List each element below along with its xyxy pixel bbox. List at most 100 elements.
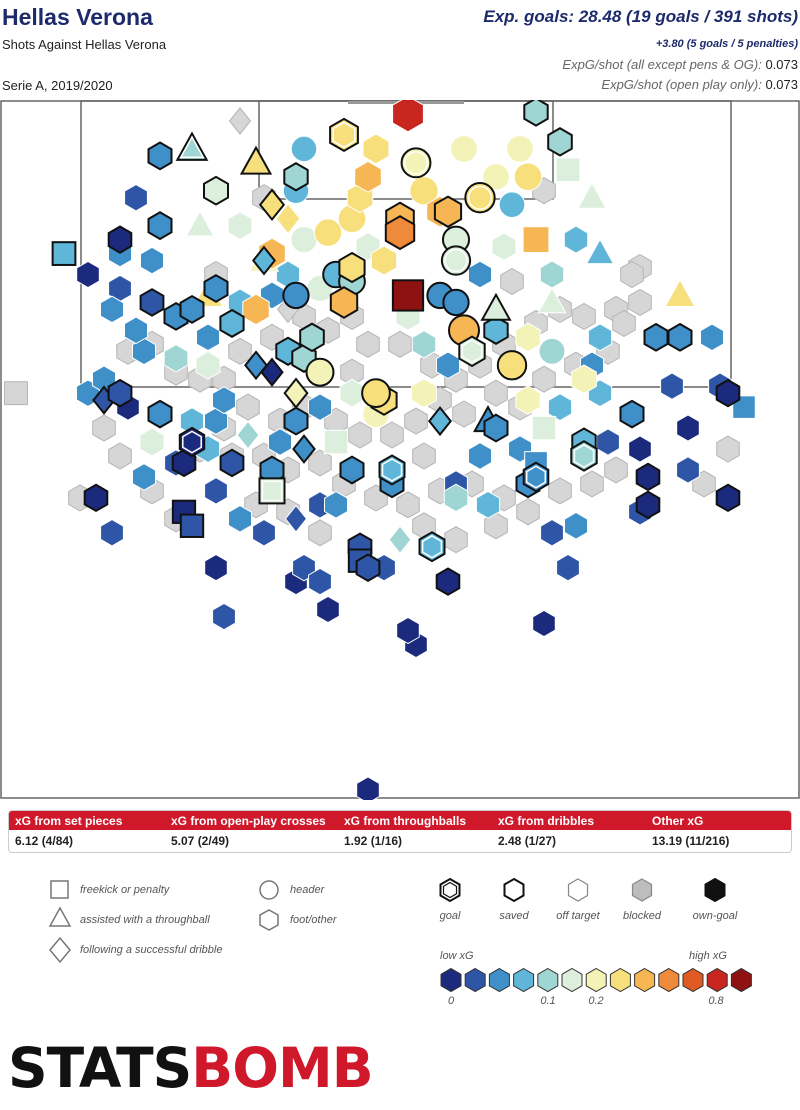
shot-marker (443, 483, 469, 513)
shot-off-throughball (585, 238, 615, 265)
shot-marker (124, 184, 148, 212)
shot-saved-freekick (179, 513, 205, 538)
shot-marker (531, 415, 557, 441)
legend-outcome-goal: goal (439, 877, 461, 922)
shot-marker (329, 286, 359, 319)
scale-tick-0-1: 0.1 (540, 995, 555, 1007)
shot-marker (283, 406, 309, 436)
shot-saved-foot (483, 315, 509, 345)
shot-saved-foot (107, 378, 133, 408)
shot-goal-inner (261, 480, 283, 502)
shot-goal-inner (525, 465, 547, 489)
shot-marker (83, 483, 109, 513)
shot-off-header (313, 218, 343, 247)
shot-off-foot (556, 553, 580, 582)
shot-saved-foot (667, 322, 693, 352)
shot-marker (628, 435, 652, 463)
shot-saved-dribble (292, 434, 316, 464)
shot-goal-inner (179, 135, 205, 158)
shot-marker (147, 141, 173, 171)
shot-saved-foot (483, 413, 509, 443)
shot-marker (500, 267, 524, 296)
shot-off-foot (443, 483, 469, 513)
shot-off-header (450, 134, 478, 163)
shot-marker (643, 322, 669, 352)
shot-marker (482, 162, 510, 191)
shot-off-foot (515, 385, 541, 415)
shot-off-throughball (664, 278, 696, 308)
shot-off-foot (140, 246, 164, 275)
shot-marker (228, 107, 252, 135)
shot-marker (354, 160, 382, 193)
shot-marker (620, 260, 644, 289)
shot-marker (664, 278, 696, 308)
shot-blocked-foot (404, 407, 428, 435)
scale-swatch-hexagon-icon (658, 967, 680, 993)
shot-blocked-foot (228, 337, 252, 365)
shot-marker (107, 225, 133, 254)
shot-off-foot (563, 225, 589, 254)
shot-marker (244, 350, 268, 381)
shot-marker (660, 372, 684, 400)
square-icon (50, 880, 69, 899)
legend-outcome-label: off target (556, 910, 600, 922)
shot-blocked-foot (612, 309, 636, 337)
shot-blocked-foot (348, 421, 372, 449)
shot-marker (292, 434, 316, 464)
shot-saved-foot (635, 462, 661, 492)
shot-marker (555, 157, 581, 183)
shot-saved-foot (107, 225, 133, 254)
shot-marker (484, 379, 508, 407)
shot-off-dribble (388, 525, 412, 555)
shot-marker (323, 429, 349, 455)
shot-blocked-foot (444, 526, 468, 554)
shot-blocked-freekick (4, 381, 28, 406)
shot-off-header (409, 176, 439, 206)
shot-off-foot (587, 323, 613, 352)
shot-marker (132, 463, 156, 491)
scale-swatch-hexagon-icon (682, 967, 704, 993)
shot-marker (268, 428, 292, 456)
shot-marker (577, 182, 607, 209)
shot-off-foot (228, 505, 252, 533)
shot-marker (283, 162, 309, 192)
shot-marker (388, 525, 412, 555)
shot-off-header (506, 135, 534, 163)
shot-off-foot (676, 414, 700, 442)
shot-off-freekick (531, 415, 557, 441)
shot-marker (258, 188, 286, 222)
scale-swatch-hexagon-icon (706, 967, 728, 993)
summary-header-other: Other xG (652, 814, 704, 828)
shot-marker (179, 294, 205, 324)
shot-marker (396, 616, 420, 645)
shot-off-header (498, 191, 526, 219)
shot-saved-foot (179, 294, 205, 324)
shot-blocked-foot (452, 400, 476, 428)
shot-marker (290, 135, 318, 163)
shot-marker (572, 302, 596, 330)
shot-marker (587, 323, 613, 352)
shot-blocked-foot (532, 365, 556, 393)
scale-swatch-hexagon-icon (609, 967, 631, 993)
summary-value-dribbles: 2.48 (1/27) (498, 834, 557, 848)
shot-marker (506, 135, 534, 163)
xg-per-shot-all-label: ExpG/shot (all except pens & OG): (562, 57, 762, 72)
legend-outcome-label: own-goal (693, 910, 738, 922)
shot-saved-header (305, 357, 335, 387)
shot-marker (356, 776, 380, 800)
shot-marker (475, 490, 501, 519)
hexagon-icon (631, 878, 653, 902)
hexagon-icon (567, 878, 589, 902)
shot-blocked-foot (380, 421, 404, 449)
shot-off-foot (204, 407, 228, 435)
shot-saved-foot (355, 553, 381, 582)
shot-saved-foot (147, 141, 173, 171)
shot-off-foot (204, 477, 228, 505)
shot-goal-inner (332, 121, 356, 149)
shot-marker (522, 226, 550, 253)
shot-saved-foot (283, 406, 309, 436)
shot-marker (308, 393, 332, 421)
shot-marker (444, 526, 468, 554)
shot-marker (329, 117, 359, 153)
shot-off-foot (132, 463, 156, 491)
